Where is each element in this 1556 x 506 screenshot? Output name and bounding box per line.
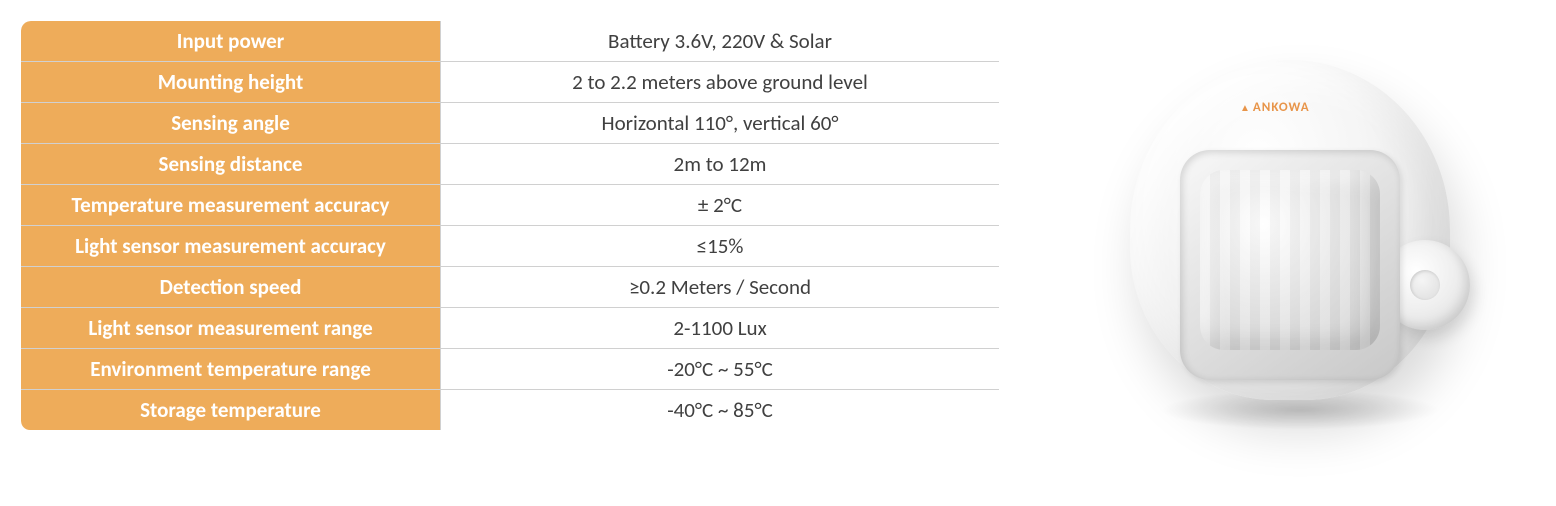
spec-label: Mounting height xyxy=(21,62,441,103)
table-row: Environment temperature range-20°C ~ 55°… xyxy=(21,349,1000,390)
spec-label: Storage temperature xyxy=(21,390,441,431)
table-row: Temperature measurement accuracy± 2°C xyxy=(21,185,1000,226)
spec-value: 2m to 12m xyxy=(441,144,1000,185)
spec-value: Battery 3.6V, 220V & Solar xyxy=(441,21,1000,62)
table-row: Mounting height2 to 2.2 meters above gro… xyxy=(21,62,1000,103)
spec-value: -40°C ~ 85°C xyxy=(441,390,1000,431)
spec-value: ≥0.2 Meters / Second xyxy=(441,267,1000,308)
spec-label: Sensing distance xyxy=(21,144,441,185)
spec-label: Environment temperature range xyxy=(21,349,441,390)
table-row: Input powerBattery 3.6V, 220V & Solar xyxy=(21,21,1000,62)
spec-value: 2 to 2.2 meters above ground level xyxy=(441,62,1000,103)
spec-value: Horizontal 110°, vertical 60° xyxy=(441,103,1000,144)
specifications-table: Input powerBattery 3.6V, 220V & SolarMou… xyxy=(20,20,1000,431)
spec-label: Temperature measurement accuracy xyxy=(21,185,441,226)
table-row: Sensing distance2m to 12m xyxy=(21,144,1000,185)
sensor-lens xyxy=(1200,170,1380,350)
spec-value: ≤15% xyxy=(441,226,1000,267)
table-row: Light sensor measurement accuracy≤15% xyxy=(21,226,1000,267)
brand-label: ANKOWA xyxy=(1240,100,1310,115)
table-row: Sensing angleHorizontal 110°, vertical 6… xyxy=(21,103,1000,144)
spec-label: Sensing angle xyxy=(21,103,441,144)
spec-label: Light sensor measurement accuracy xyxy=(21,226,441,267)
spec-label: Input power xyxy=(21,21,441,62)
spec-label: Light sensor measurement range xyxy=(21,308,441,349)
spec-value: 2-1100 Lux xyxy=(441,308,1000,349)
spec-value: -20°C ~ 55°C xyxy=(441,349,1000,390)
table-row: Storage temperature-40°C ~ 85°C xyxy=(21,390,1000,431)
spec-table-body: Input powerBattery 3.6V, 220V & SolarMou… xyxy=(21,21,1000,431)
spec-value: ± 2°C xyxy=(441,185,1000,226)
spec-label: Detection speed xyxy=(21,267,441,308)
table-row: Light sensor measurement range2-1100 Lux xyxy=(21,308,1000,349)
table-row: Detection speed≥0.2 Meters / Second xyxy=(21,267,1000,308)
product-image: ANKOWA xyxy=(1080,20,1500,480)
sensor-device-illustration: ANKOWA xyxy=(1100,40,1480,460)
